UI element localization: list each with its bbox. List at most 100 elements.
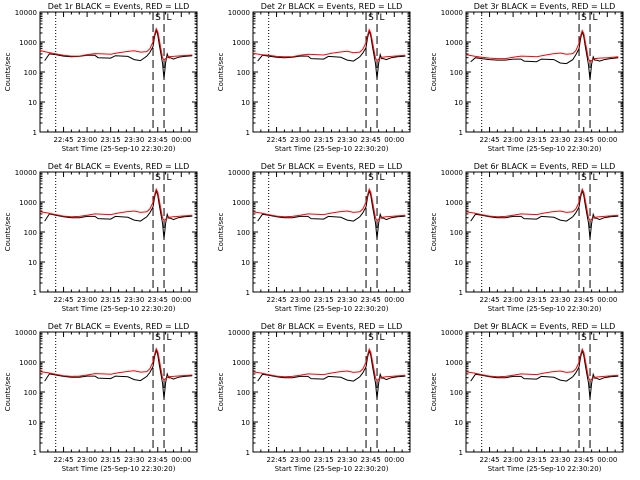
- x-tick-label: 23:45: [574, 136, 594, 144]
- panel-det-8: Det 8r BLACK = Events, RED = LLD 1 10 100 10…: [217, 322, 411, 473]
- x-tick-label: 00:00: [171, 136, 191, 144]
- axes-frame: [465, 171, 624, 293]
- panel-title: Det 8r BLACK = Events, RED = LLD: [261, 322, 403, 331]
- axes-frame: [252, 11, 411, 133]
- y-tick-label: 10: [241, 419, 250, 427]
- marker-label-s: S: [155, 173, 161, 183]
- y-tick-label: 10000: [15, 329, 37, 337]
- series-lld-line: [465, 187, 619, 222]
- x-tick-label: 22:45: [479, 136, 499, 144]
- x-tick-label: 00:00: [597, 136, 617, 144]
- x-tick-label: 00:00: [597, 456, 617, 464]
- y-tick-label: 1: [33, 289, 37, 297]
- y-tick-label: 10: [28, 99, 37, 107]
- x-axis-label: Start Time (25-Sep-10 22:30:20): [488, 305, 602, 313]
- x-tick-label: 23:15: [101, 136, 121, 144]
- y-tick-label: 100: [237, 389, 250, 397]
- panel-det-1: Det 1r BLACK = Events, RED = LLD 1 10 100 10…: [4, 2, 198, 153]
- y-tick-label: 1000: [232, 39, 250, 47]
- panel-det-7: Det 7r BLACK = Events, RED = LLD 1 10 100 10…: [4, 322, 198, 473]
- x-tick-label: 23:30: [550, 136, 570, 144]
- marker-label-s: S: [155, 13, 161, 23]
- axes-frame: [39, 171, 198, 293]
- x-tick-label: 23:30: [124, 456, 144, 464]
- x-tick-label: 23:30: [550, 456, 570, 464]
- axes-frame: [465, 11, 624, 133]
- y-axis-label: Counts/sec: [430, 53, 438, 92]
- marker-label-l: L: [380, 333, 385, 343]
- x-tick-label: 22:45: [479, 456, 499, 464]
- y-tick-label: 100: [450, 389, 463, 397]
- series-events-line: [257, 29, 406, 79]
- x-axis-label: Start Time (25-Sep-10 22:30:20): [62, 145, 176, 153]
- y-axis-label: Counts/sec: [4, 213, 12, 252]
- y-tick-label: 10000: [228, 329, 250, 337]
- y-tick-label: 10: [454, 419, 463, 427]
- y-tick-label: 10: [28, 259, 37, 267]
- x-axis-label: Start Time (25-Sep-10 22:30:20): [62, 465, 176, 473]
- axes-frame: [252, 171, 411, 293]
- panel-title: Det 7r BLACK = Events, RED = LLD: [48, 322, 190, 331]
- x-axis-label: Start Time (25-Sep-10 22:30:20): [275, 305, 389, 313]
- axes-frame: [39, 331, 198, 453]
- series-events-line: [470, 188, 619, 239]
- x-axis-label: Start Time (25-Sep-10 22:30:20): [275, 145, 389, 153]
- series-events-line: [257, 348, 406, 399]
- y-tick-label: 10: [241, 259, 250, 267]
- y-tick-label: 10: [454, 259, 463, 267]
- x-tick-label: 23:30: [337, 136, 357, 144]
- marker-label-s: S: [581, 13, 587, 23]
- x-tick-label: 23:45: [148, 296, 168, 304]
- y-tick-label: 10000: [15, 9, 37, 17]
- x-tick-label: 23:15: [101, 296, 121, 304]
- panel-det-3: Det 3r BLACK = Events, RED = LLD 1 10 100 10…: [430, 2, 624, 153]
- y-tick-label: 100: [24, 229, 37, 237]
- x-tick-label: 23:45: [361, 296, 381, 304]
- y-tick-label: 1: [246, 129, 250, 137]
- y-tick-label: 10: [241, 99, 250, 107]
- panel-title: Det 3r BLACK = Events, RED = LLD: [474, 2, 616, 11]
- y-tick-label: 1: [459, 449, 463, 457]
- y-axis-label: Counts/sec: [4, 53, 12, 92]
- y-tick-label: 100: [237, 229, 250, 237]
- panel-det-6: Det 6r BLACK = Events, RED = LLD 1 10 100 10…: [430, 162, 624, 313]
- x-tick-label: 00:00: [171, 456, 191, 464]
- y-tick-label: 1: [459, 129, 463, 137]
- panel-title: Det 9r BLACK = Events, RED = LLD: [474, 322, 616, 331]
- y-tick-label: 10000: [441, 9, 463, 17]
- y-tick-label: 1: [459, 289, 463, 297]
- x-tick-label: 23:00: [290, 136, 310, 144]
- y-tick-label: 100: [450, 69, 463, 77]
- x-tick-label: 23:00: [503, 136, 523, 144]
- y-tick-label: 1: [33, 129, 37, 137]
- y-tick-label: 10: [28, 419, 37, 427]
- y-tick-label: 1000: [19, 199, 37, 207]
- y-tick-label: 10000: [441, 329, 463, 337]
- panel-title: Det 4r BLACK = Events, RED = LLD: [48, 162, 190, 171]
- y-tick-label: 100: [24, 389, 37, 397]
- series-lld-line: [39, 187, 193, 222]
- x-axis-label: Start Time (25-Sep-10 22:30:20): [62, 305, 176, 313]
- panel-title: Det 2r BLACK = Events, RED = LLD: [261, 2, 403, 11]
- x-axis-label: Start Time (25-Sep-10 22:30:20): [488, 465, 602, 473]
- series-lld-line: [252, 28, 406, 62]
- x-tick-label: 00:00: [384, 136, 404, 144]
- x-tick-label: 00:00: [384, 456, 404, 464]
- panel-det-4: Det 4r BLACK = Events, RED = LLD 1 10 100 10…: [4, 162, 198, 313]
- marker-label-l: L: [167, 333, 172, 343]
- x-tick-label: 23:15: [101, 456, 121, 464]
- x-tick-label: 23:00: [77, 456, 97, 464]
- x-tick-label: 23:00: [503, 456, 523, 464]
- y-tick-label: 1000: [445, 199, 463, 207]
- y-axis-label: Counts/sec: [4, 373, 12, 412]
- x-tick-label: 22:45: [266, 136, 286, 144]
- series-lld-line: [39, 27, 193, 61]
- series-lld-line: [465, 347, 619, 382]
- x-tick-label: 00:00: [384, 296, 404, 304]
- y-tick-label: 10000: [228, 9, 250, 17]
- x-tick-label: 23:15: [527, 456, 547, 464]
- marker-label-l: L: [593, 13, 598, 23]
- panel-title: Det 5r BLACK = Events, RED = LLD: [261, 162, 403, 171]
- marker-label-s: S: [581, 333, 587, 343]
